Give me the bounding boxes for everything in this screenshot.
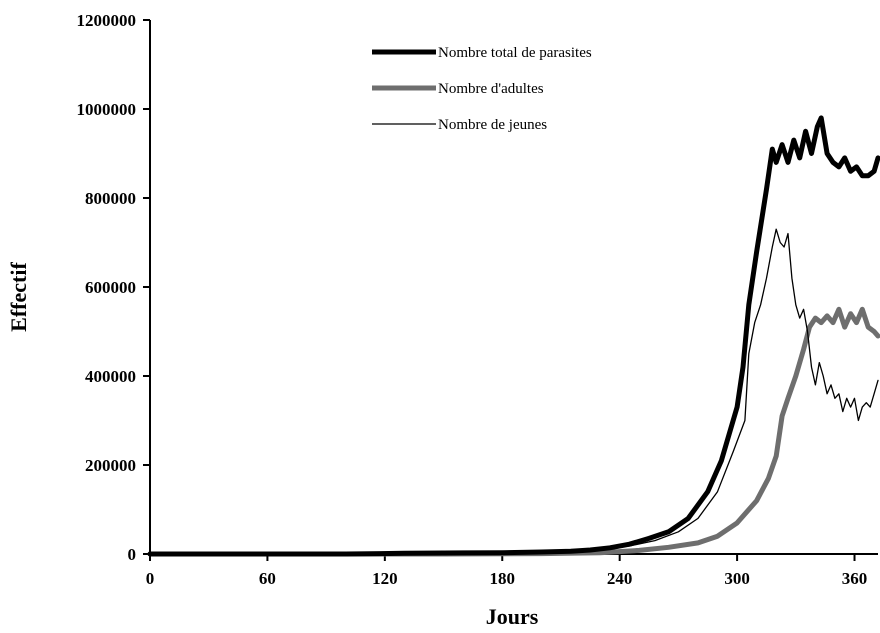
x-axis-title: Jours	[486, 604, 539, 629]
axes: 0 60 120 180 240 300 360 0 200000 400000 600000 800…	[77, 11, 878, 588]
x-tick-label: 360	[842, 569, 868, 588]
series-line-2	[147, 306, 880, 557]
x-tick-label: 300	[724, 569, 750, 588]
series-line-3	[149, 228, 879, 555]
y-tick-label: 800000	[85, 189, 136, 208]
legend-label-1: Nombre total de parasites	[438, 45, 592, 61]
y-axis-title: Effectif	[6, 262, 31, 332]
y-tick-label: 400000	[85, 367, 136, 386]
y-tick-label: 200000	[85, 456, 136, 475]
y-tick-label: 1200000	[77, 11, 137, 30]
x-tick-label: 0	[146, 569, 155, 588]
x-tick-label: 60	[259, 569, 276, 588]
x-tick-label: 240	[607, 569, 633, 588]
legend-label-2: Nombre d'adultes	[438, 81, 544, 97]
series-group	[147, 115, 880, 557]
y-tick-label: 600000	[85, 278, 136, 297]
y-tick-label: 1000000	[77, 100, 137, 119]
series-line-1	[147, 115, 880, 557]
x-tick-label: 180	[490, 569, 516, 588]
legend: Nombre total de parasites Nombre d'adulte…	[372, 45, 592, 133]
labels: Jours Effectif	[6, 262, 539, 629]
legend-label-3: Nombre de jeunes	[438, 117, 547, 133]
y-tick-label: 0	[128, 545, 137, 564]
x-tick-label: 120	[372, 569, 398, 588]
